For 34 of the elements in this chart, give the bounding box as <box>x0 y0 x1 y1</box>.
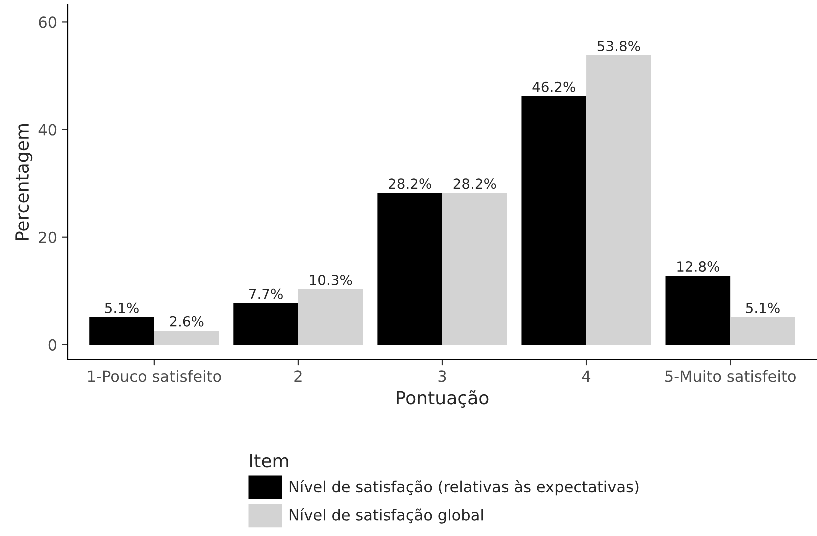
legend-label: Nível de satisfação global <box>290 508 484 524</box>
bar <box>90 318 154 345</box>
bar <box>442 193 508 345</box>
bar <box>378 193 442 345</box>
x-tick-label: 5-Muito satisfeito <box>666 370 796 382</box>
bar <box>298 290 364 345</box>
x-tick-label: 3 <box>438 370 446 382</box>
bar <box>586 56 652 345</box>
legend-title: Item <box>250 454 288 468</box>
y-tick-label: 40 <box>38 124 57 136</box>
y-tick-label: 20 <box>39 232 57 244</box>
data-label: 12.8% <box>678 262 720 272</box>
bar <box>666 276 731 345</box>
data-label: 28.2% <box>389 178 432 190</box>
data-label: 5.1% <box>105 302 139 314</box>
x-axis-title: Pontuação <box>397 390 489 408</box>
data-label: 10.3% <box>310 274 352 286</box>
y-axis-title: Percentagem <box>16 124 33 240</box>
bar <box>154 330 220 345</box>
bar <box>522 96 587 345</box>
x-tick-label: 1-Pouco satisfeito <box>88 370 222 382</box>
legend-label: Nível de satisfação (relativas às expectativas) <box>290 480 639 496</box>
data-label: 7.7% <box>250 288 283 300</box>
y-tick-label: 0 <box>48 339 57 351</box>
x-tick-label: 2 <box>294 370 302 382</box>
data-label: 5.1% <box>746 302 780 314</box>
bar <box>730 318 796 345</box>
data-label: 28.2% <box>454 178 496 190</box>
x-tick-label: 4 <box>582 370 591 382</box>
data-label: 53.8% <box>598 40 640 52</box>
bar <box>234 304 298 345</box>
y-tick-label: 60 <box>39 16 57 28</box>
data-label: 46.2% <box>532 82 576 92</box>
data-label: 2.6% <box>170 316 204 327</box>
